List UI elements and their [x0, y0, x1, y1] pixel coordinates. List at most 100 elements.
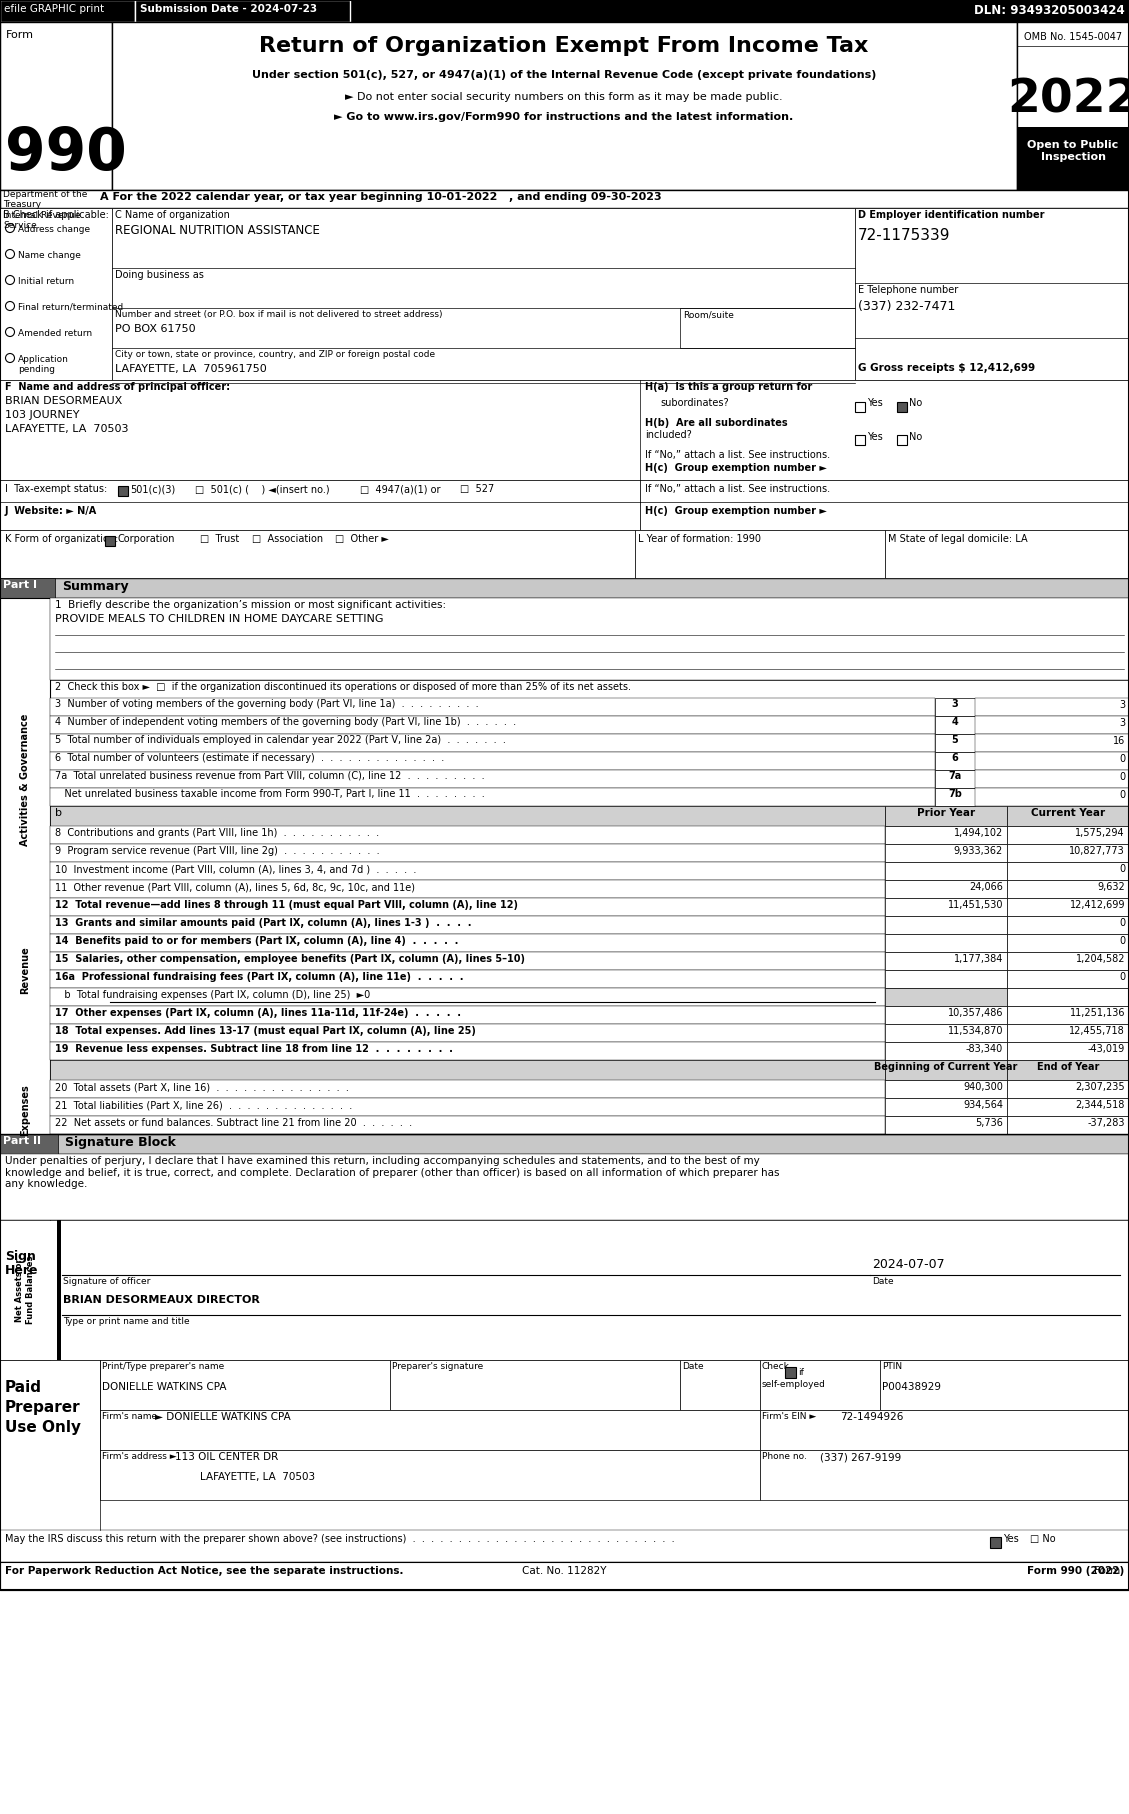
Bar — [885, 805, 1007, 825]
Bar — [855, 435, 865, 444]
Bar — [885, 898, 1007, 916]
Text: 0: 0 — [1119, 972, 1124, 981]
Bar — [885, 1097, 1007, 1116]
Text: P00438929: P00438929 — [882, 1382, 940, 1391]
Bar — [760, 1449, 1129, 1500]
Bar — [105, 535, 115, 546]
Text: For Paperwork Reduction Act Notice, see the separate instructions.: For Paperwork Reduction Act Notice, see … — [5, 1565, 403, 1576]
Text: 72-1175339: 72-1175339 — [858, 229, 951, 243]
Text: Return of Organization Exempt From Income Tax: Return of Organization Exempt From Incom… — [260, 36, 868, 56]
Text: Submission Date - 2024-07-23: Submission Date - 2024-07-23 — [140, 4, 317, 15]
Bar — [0, 599, 50, 1360]
Bar — [50, 1079, 885, 1097]
Bar — [1007, 1116, 1129, 1134]
Bar — [885, 530, 1129, 579]
Bar — [50, 862, 885, 880]
Bar — [1007, 825, 1129, 844]
Text: 1,177,384: 1,177,384 — [954, 954, 1003, 963]
Text: 0: 0 — [1119, 863, 1124, 874]
Bar — [1007, 916, 1129, 934]
Text: May the IRS discuss this return with the preparer shown above? (see instructions: May the IRS discuss this return with the… — [5, 1535, 675, 1544]
Text: 22  Net assets or fund balances. Subtract line 21 from line 20  .  .  .  .  .  .: 22 Net assets or fund balances. Subtract… — [55, 1117, 412, 1128]
Text: Beginning of Current Year: Beginning of Current Year — [874, 1061, 1017, 1072]
Bar — [0, 1134, 1129, 1154]
Bar — [879, 1360, 1129, 1409]
Bar — [885, 934, 1007, 952]
Bar — [855, 403, 865, 412]
Text: Check: Check — [762, 1362, 790, 1371]
Text: 17  Other expenses (Part IX, column (A), lines 11a-11d, 11f-24e)  .  .  .  .  .: 17 Other expenses (Part IX, column (A), … — [55, 1009, 461, 1018]
Bar — [50, 787, 935, 805]
Text: Yes: Yes — [1003, 1535, 1018, 1544]
Text: 940,300: 940,300 — [963, 1081, 1003, 1092]
Text: Final return/terminated: Final return/terminated — [18, 303, 123, 312]
Text: LAFAYETTE, LA  70503: LAFAYETTE, LA 70503 — [5, 424, 129, 434]
Text: 6: 6 — [952, 753, 959, 764]
Bar — [680, 1360, 760, 1409]
Text: Date: Date — [872, 1277, 894, 1286]
Text: F  Name and address of principal officer:: F Name and address of principal officer: — [5, 383, 230, 392]
Bar — [785, 1368, 796, 1379]
Bar — [50, 599, 1129, 680]
Bar — [885, 880, 1007, 898]
Text: 0: 0 — [1119, 791, 1124, 800]
Text: □  4947(a)(1) or: □ 4947(a)(1) or — [360, 484, 440, 493]
Bar — [975, 787, 1129, 805]
Bar — [135, 0, 350, 22]
Bar — [885, 825, 1007, 844]
Text: 4  Number of independent voting members of the governing body (Part VI, line 1b): 4 Number of independent voting members o… — [55, 717, 516, 727]
Text: If “No,” attach a list. See instructions.: If “No,” attach a list. See instructions… — [645, 484, 830, 493]
Text: 1,204,582: 1,204,582 — [1076, 954, 1124, 963]
Text: 3  Number of voting members of the governing body (Part VI, line 1a)  .  .  .  .: 3 Number of voting members of the govern… — [55, 698, 479, 709]
Text: LAFAYETTE, LA  70503: LAFAYETTE, LA 70503 — [200, 1471, 315, 1482]
Text: G Gross receipts $ 12,412,699: G Gross receipts $ 12,412,699 — [858, 363, 1035, 374]
Text: -43,019: -43,019 — [1087, 1045, 1124, 1054]
Text: 14  Benefits paid to or for members (Part IX, column (A), line 4)  .  .  .  .  .: 14 Benefits paid to or for members (Part… — [55, 936, 458, 945]
Bar — [975, 735, 1129, 753]
Bar — [50, 1116, 885, 1134]
Bar — [1017, 22, 1129, 190]
Bar — [50, 698, 935, 717]
Bar — [50, 898, 885, 916]
Text: 113 OIL CENTER DR: 113 OIL CENTER DR — [175, 1451, 278, 1462]
Text: Date: Date — [682, 1362, 703, 1371]
Text: Under section 501(c), 527, or 4947(a)(1) of the Internal Revenue Code (except pr: Under section 501(c), 527, or 4947(a)(1)… — [252, 71, 876, 80]
Bar — [640, 481, 1129, 530]
Text: 21  Total liabilities (Part X, line 26)  .  .  .  .  .  .  .  .  .  .  .  .  .  : 21 Total liabilities (Part X, line 26) .… — [55, 1099, 352, 1110]
Bar — [0, 1221, 1129, 1360]
Text: BRIAN DESORMEAUX: BRIAN DESORMEAUX — [5, 395, 122, 406]
Bar — [0, 209, 112, 379]
Bar — [885, 1079, 1007, 1097]
Text: M State of legal domicile: LA: M State of legal domicile: LA — [889, 533, 1027, 544]
Text: Number and street (or P.O. box if mail is not delivered to street address): Number and street (or P.O. box if mail i… — [115, 310, 443, 319]
Text: □  501(c) (    ) ◄(insert no.): □ 501(c) ( ) ◄(insert no.) — [195, 484, 330, 493]
Bar — [0, 190, 1129, 209]
Text: Revenue: Revenue — [20, 947, 30, 994]
Bar — [1007, 970, 1129, 989]
Text: LAFAYETTE, LA  705961750: LAFAYETTE, LA 705961750 — [115, 365, 266, 374]
Text: 11,251,136: 11,251,136 — [1069, 1009, 1124, 1018]
Text: 16: 16 — [1113, 736, 1124, 746]
Text: 12,455,718: 12,455,718 — [1069, 1027, 1124, 1036]
Text: Sign: Sign — [5, 1250, 36, 1263]
Text: 10,827,773: 10,827,773 — [1069, 845, 1124, 856]
Bar — [975, 769, 1129, 787]
Bar — [50, 1059, 885, 1079]
Bar — [935, 698, 975, 717]
Bar — [50, 916, 885, 934]
Text: BRIAN DESORMEAUX DIRECTOR: BRIAN DESORMEAUX DIRECTOR — [63, 1295, 260, 1304]
Bar — [100, 1449, 760, 1500]
Text: Net unrelated business taxable income from Form 990-T, Part I, line 11  .  .  . : Net unrelated business taxable income fr… — [55, 789, 484, 798]
Text: Prior Year: Prior Year — [917, 807, 975, 818]
Bar — [0, 1562, 1129, 1591]
Bar — [1007, 952, 1129, 970]
Bar — [50, 952, 885, 970]
Bar — [56, 1221, 61, 1360]
Text: 15  Salaries, other compensation, employee benefits (Part IX, column (A), lines : 15 Salaries, other compensation, employe… — [55, 954, 525, 963]
Bar — [898, 435, 907, 444]
Text: included?: included? — [645, 430, 692, 441]
Text: 1,494,102: 1,494,102 — [954, 827, 1003, 838]
Bar — [119, 486, 128, 495]
Text: Signature Block: Signature Block — [65, 1136, 176, 1148]
Bar — [1007, 1007, 1129, 1023]
